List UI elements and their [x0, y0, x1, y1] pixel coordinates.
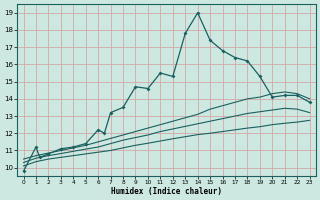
X-axis label: Humidex (Indice chaleur): Humidex (Indice chaleur)	[111, 187, 222, 196]
